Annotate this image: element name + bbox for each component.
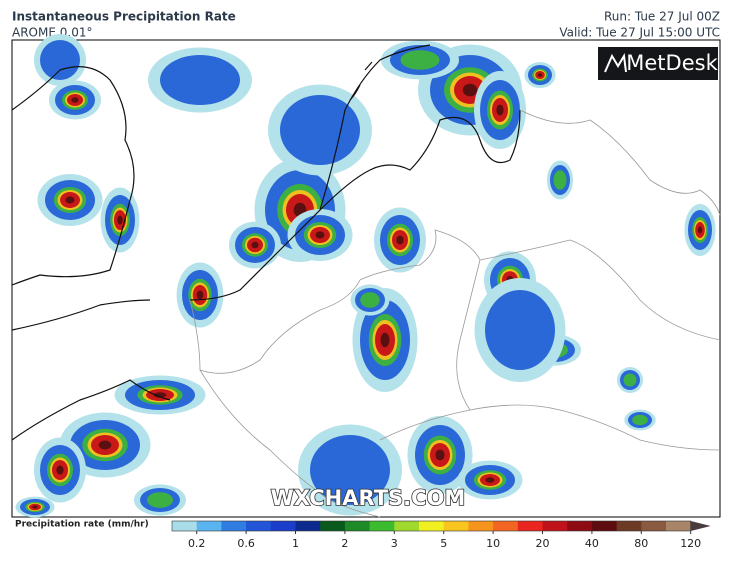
colorbar-tick-label: 10 [486,537,500,550]
colorbar-swatch [196,521,222,531]
rain-cell [553,170,567,190]
rain-cell [632,414,648,426]
colorbar-swatch [493,521,519,531]
colorbar-tick-label: 120 [680,537,701,550]
logo: MetDesk [598,47,719,80]
colorbar-tick-label: 5 [440,537,447,550]
rain-cell [697,226,703,234]
rain-cell [496,104,504,116]
colorbar-swatch [443,521,469,531]
rain-cell [98,440,112,450]
colorbar-swatch [295,521,321,531]
rain-cell [537,73,543,77]
colorbar-swatch [542,521,568,531]
rain-cell [485,477,495,483]
rain-cell [251,241,259,249]
colorbar-swatch [270,521,296,531]
colorbar-tick-label: 80 [634,537,648,550]
rain-cell [117,215,123,225]
rain-cell [40,40,80,80]
colorbar-swatch [246,521,272,531]
rain-cell [153,392,167,398]
coastlines [11,44,521,441]
rain-cell [147,492,173,508]
colorbar-tick-label: 0.2 [188,537,206,550]
colorbar-swatch [567,521,593,531]
colorbar-swatch [591,521,618,531]
colorbar-swatch [468,521,494,531]
colorbar-swatch [172,521,198,531]
colorbar-tick-label: 1 [292,537,299,550]
colorbar-tick-label: 2 [341,537,348,550]
map: MetDesk WXCHARTS.COM [11,34,721,518]
logo-text: MetDesk [626,51,718,75]
colorbar-swatch [616,521,642,531]
rain-cell [396,235,404,245]
run: Run: Tue 27 Jul 00Z [604,10,720,24]
colorbar-outline [171,520,692,532]
precipitation [15,34,716,518]
rain-cell [315,231,325,239]
logo-icon [604,53,627,73]
colorbar-tick-label: 20 [536,537,550,550]
rain-cell [400,50,440,70]
colorbar-swatch [320,521,346,531]
logo-box [598,47,718,80]
rain-cell [71,97,79,103]
rain-cell [435,449,445,461]
colorbar-arrow [690,521,711,531]
colorbar-tick-label: 40 [585,537,599,550]
colorbar-swatch [394,521,420,531]
rain-cell [65,196,75,204]
legend-label: Precipitation rate (mm/hr) [15,520,149,530]
colorbar-tick-label: 3 [391,537,398,550]
colorbar-swatch [419,521,445,531]
colorbar-swatch [221,521,247,531]
rain-cell [32,505,38,509]
title: Instantaneous Precipitation Rate [12,10,236,24]
rain-cell [462,83,478,97]
colorbar-swatch [517,521,543,531]
colorbar: 0.2 0.6 1 2 3 5 10 20 40 80 120 [171,520,711,550]
colorbar-swatch [641,521,667,531]
colorbar-tick-label: 0.6 [237,537,255,550]
colorbar-swatch [344,521,371,531]
rain-cell [360,292,380,308]
model: AROME 0.01° [12,26,92,40]
rain-cell [623,373,637,387]
rain-cell [196,290,204,300]
rain-cell [485,290,555,370]
rain-cell [280,95,360,165]
rain-cell [310,435,390,505]
colorbar-swatch [666,521,692,531]
valid: Valid: Tue 27 Jul 15:00 UTC [559,26,720,40]
rain-cell [380,332,390,348]
watermark: WXCHARTS.COM [271,486,466,510]
borders [189,109,721,518]
rain-cell [56,465,64,475]
rain-cell [160,55,240,105]
colorbar-swatch [369,521,395,531]
